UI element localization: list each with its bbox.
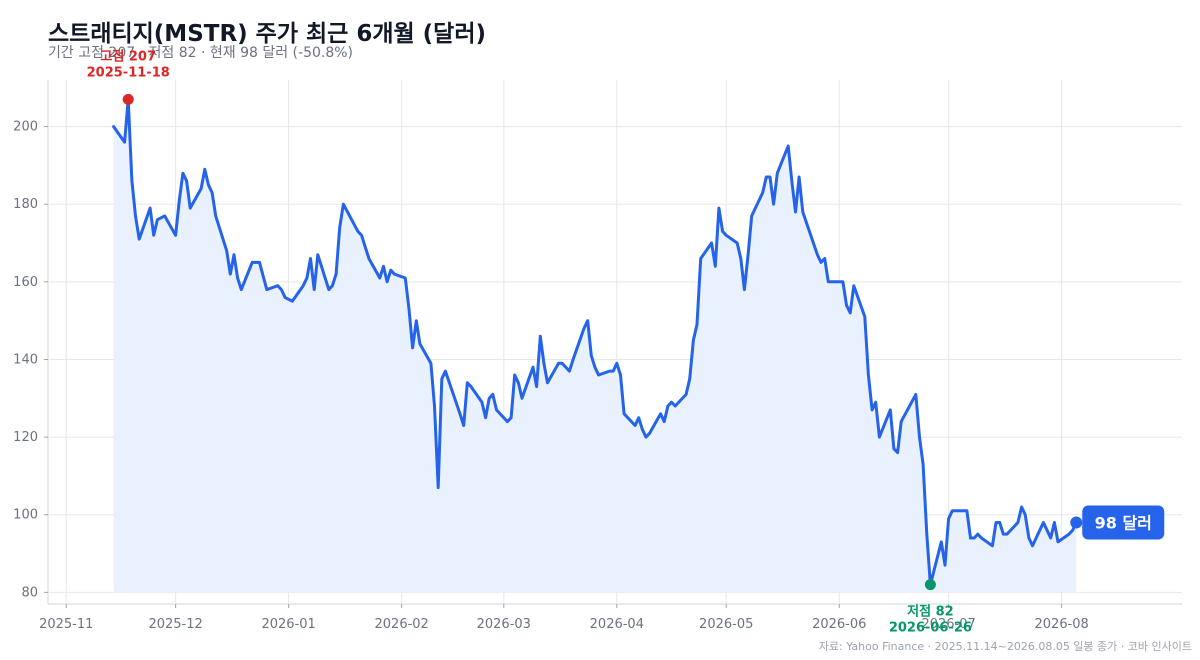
x-tick-label: 2026-01 xyxy=(261,617,315,632)
x-tick-label: 2026-03 xyxy=(477,617,531,632)
x-tick-label: 2026-04 xyxy=(590,617,644,632)
low-label: 저점 82 xyxy=(907,605,954,620)
y-tick-label: 100 xyxy=(13,508,38,523)
current-badge-label: 98 달러 xyxy=(1095,513,1152,532)
x-tick-label: 2026-07 xyxy=(921,617,975,632)
current-value-badge: 98 달러 xyxy=(1082,505,1165,540)
y-tick-label: 120 xyxy=(13,430,38,445)
high-label: 고점 207 xyxy=(100,49,156,64)
chart-subtitle: 기간 고점 207 · 저점 82 · 현재 98 달러 (-50.8%) xyxy=(48,45,354,61)
x-tick-label: 2026-06 xyxy=(812,617,866,632)
x-tick-label: 2026-08 xyxy=(1035,617,1089,632)
y-tick-label: 200 xyxy=(13,120,38,135)
series-area xyxy=(113,99,1077,593)
x-tick-label: 2026-02 xyxy=(375,617,429,632)
x-tick-label: 2025-11 xyxy=(39,617,93,632)
y-tick-label: 140 xyxy=(13,352,38,367)
source-note: 자료: Yahoo Finance · 2025.11.14~2026.08.0… xyxy=(818,640,1192,653)
x-tick-label: 2025-12 xyxy=(148,617,202,632)
current-badge-box xyxy=(1082,505,1165,540)
chart-title: 스트래티지(MSTR) 주가 최근 6개월 (달러) xyxy=(48,21,487,47)
y-tick-label: 160 xyxy=(13,275,38,290)
low-date-label: 2026-06-26 xyxy=(889,621,972,636)
current-point-marker xyxy=(1070,516,1083,529)
y-tick-label: 80 xyxy=(21,585,38,600)
x-tick-label: 2026-05 xyxy=(699,617,753,632)
y-tick-label: 180 xyxy=(13,197,38,212)
high-date-label: 2025-11-18 xyxy=(87,65,170,80)
series-line xyxy=(112,97,1078,587)
low-point-marker xyxy=(924,579,936,591)
high-point-marker xyxy=(122,93,134,105)
